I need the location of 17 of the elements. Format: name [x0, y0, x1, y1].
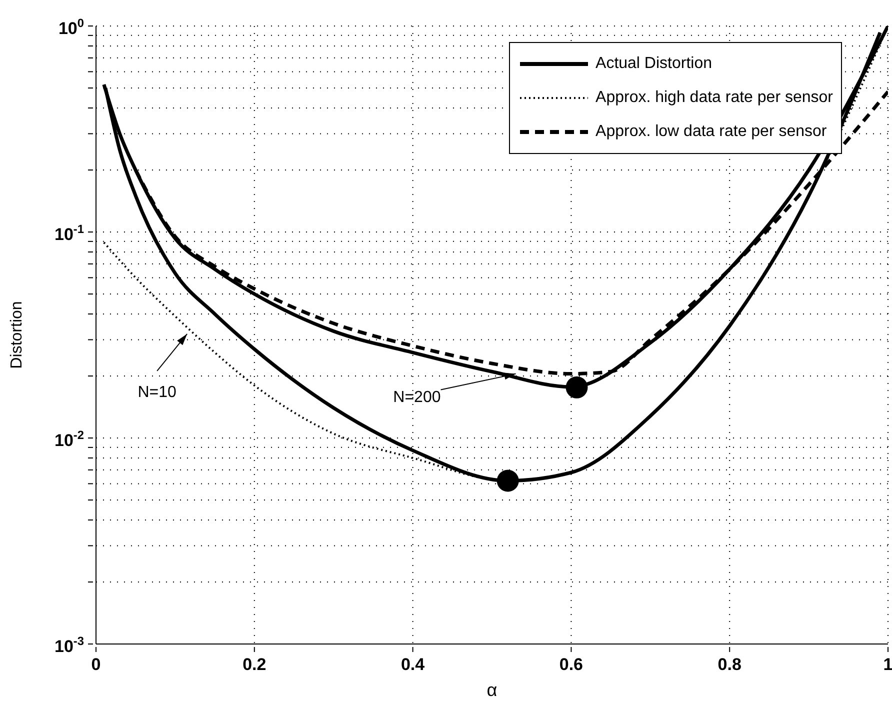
y-tick-label: 10$^{0}$ [58, 16, 84, 38]
legend-label: Approx. low data rate per sensor [596, 123, 827, 141]
y-tick-label: 10$^{-2}$ [54, 428, 84, 450]
x-tick-label: 0.8 [718, 655, 742, 674]
legend-label: Actual Distortion [596, 55, 712, 73]
annotation: N=200 [393, 388, 441, 406]
x-tick-label: 0.2 [242, 655, 266, 674]
y-tick-label: 10$^{-3}$ [54, 634, 84, 656]
x-tick-label: 0.6 [559, 655, 584, 674]
x-tick-label: 1 [883, 655, 892, 674]
y-tick-label: 10$^{-1}$ [54, 222, 84, 244]
x-tick-label: 0 [91, 655, 101, 674]
x-axis-title: α [486, 680, 498, 700]
y-axis-title: Distortion [8, 301, 26, 369]
legend-label: Approx. high data rate per sensor [596, 89, 833, 107]
x-tick-label: 0.4 [400, 655, 426, 674]
annotation: N=10 [138, 384, 177, 401]
